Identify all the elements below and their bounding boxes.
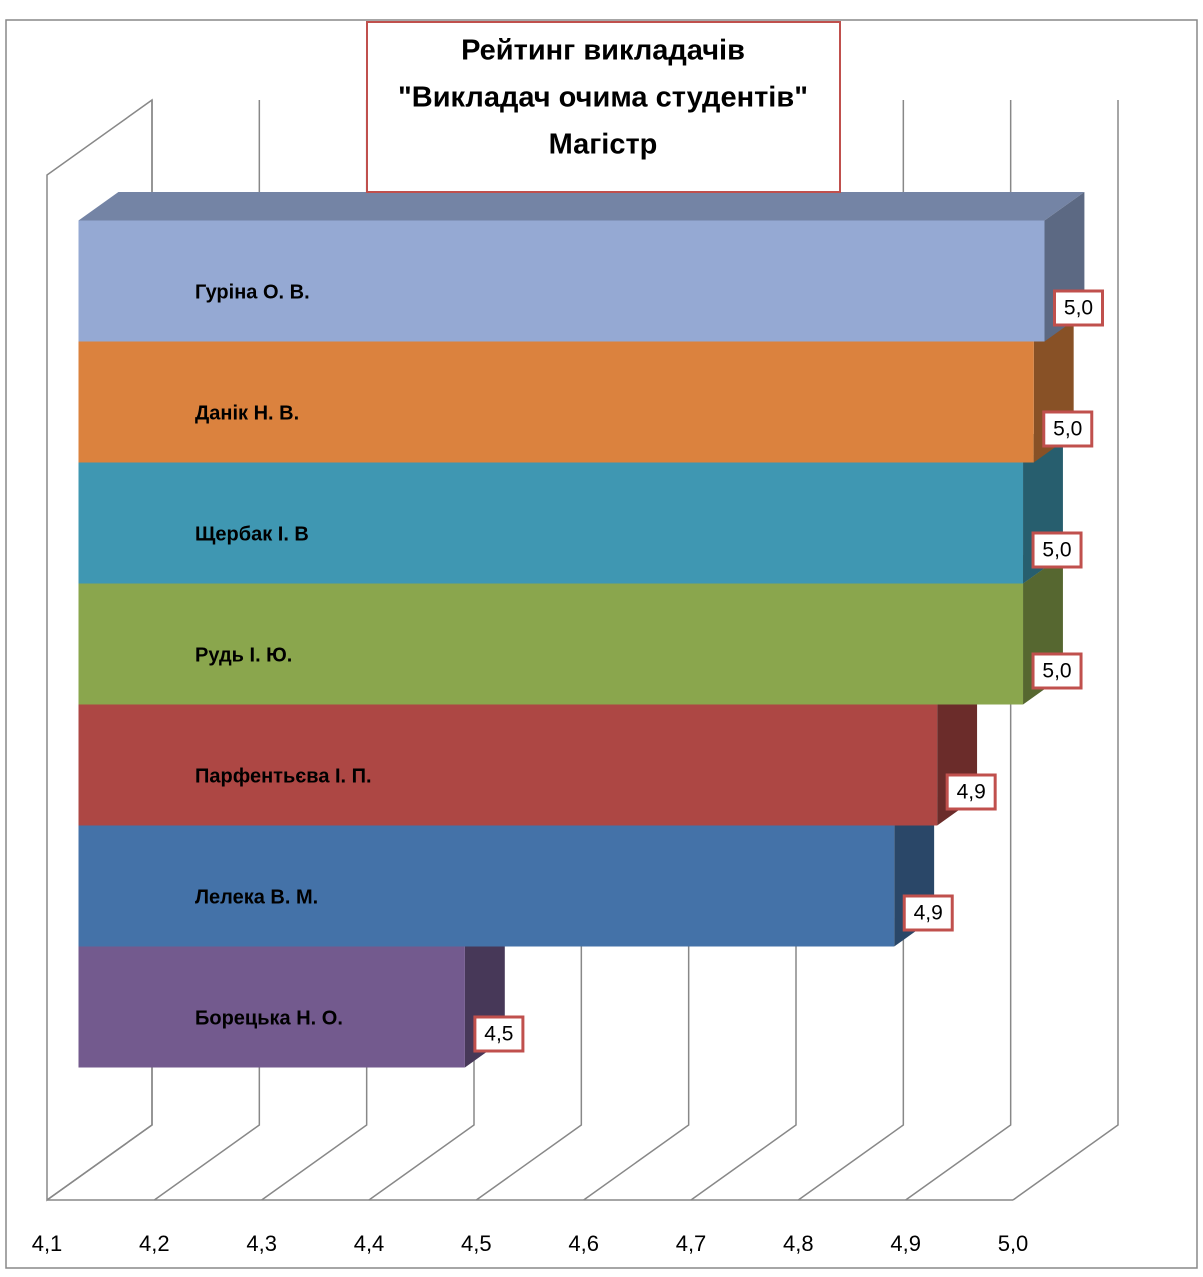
x-tick-label: 4,1 [32,1231,63,1256]
value-label: 5,0 [1042,660,1071,683]
value-label: 4,5 [484,1023,513,1046]
chart-title-line: Рейтинг викладачів [461,35,745,67]
bar-front [78,462,1024,584]
value-label-box [1031,652,1083,690]
value-label-box [1031,531,1083,569]
chart-title-line: Магістр [549,129,658,161]
category-label: Щербак І. В [195,523,309,545]
labels: Борецька Н. О. 4,5 Лелека В. М. 4,9 Парфенть… [195,281,1104,1053]
bar-front [78,220,1045,342]
value-label: 4,9 [957,781,986,804]
x-tick-label: 4,3 [246,1231,277,1256]
value-label-box [1042,410,1094,448]
bar-front [78,825,895,947]
value-label-box [1053,289,1104,327]
value-label: 4,9 [914,902,943,925]
grid-line [1012,100,1119,1201]
x-tick-label: 4,9 [890,1231,921,1256]
category-label: Гуріна О. В. [195,281,310,303]
x-tick-label: 4,7 [676,1231,707,1256]
bar [78,192,1085,342]
bar-top [78,192,1085,221]
x-tick-label: 4,6 [568,1231,599,1256]
value-label: 5,0 [1053,418,1082,441]
x-tick-label: 5,0 [998,1231,1029,1256]
value-label-box [902,894,954,932]
bar-front [78,583,1024,705]
value-label: 5,0 [1042,539,1071,562]
bar-front [78,704,938,826]
value-label: 5,0 [1064,297,1093,320]
title-box [366,21,841,193]
category-label: Парфентьєва І. П. [195,765,372,787]
category-label: Борецька Н. О. [195,1007,343,1029]
value-label-box [473,1015,525,1053]
bar-front [78,946,465,1068]
category-label: Данік Н. В. [195,402,299,424]
chart-title-line: "Викладач очима студентів" [398,82,808,114]
x-tick-label: 4,5 [461,1231,492,1256]
value-label-box [945,773,997,811]
category-label: Лелека В. М. [195,886,318,908]
category-label: Рудь І. Ю. [195,644,292,666]
x-tick-label: 4,8 [783,1231,814,1256]
x-tick-label: 4,2 [139,1231,170,1256]
bar-front [78,341,1034,463]
x-tick-label: 4,4 [354,1231,385,1256]
